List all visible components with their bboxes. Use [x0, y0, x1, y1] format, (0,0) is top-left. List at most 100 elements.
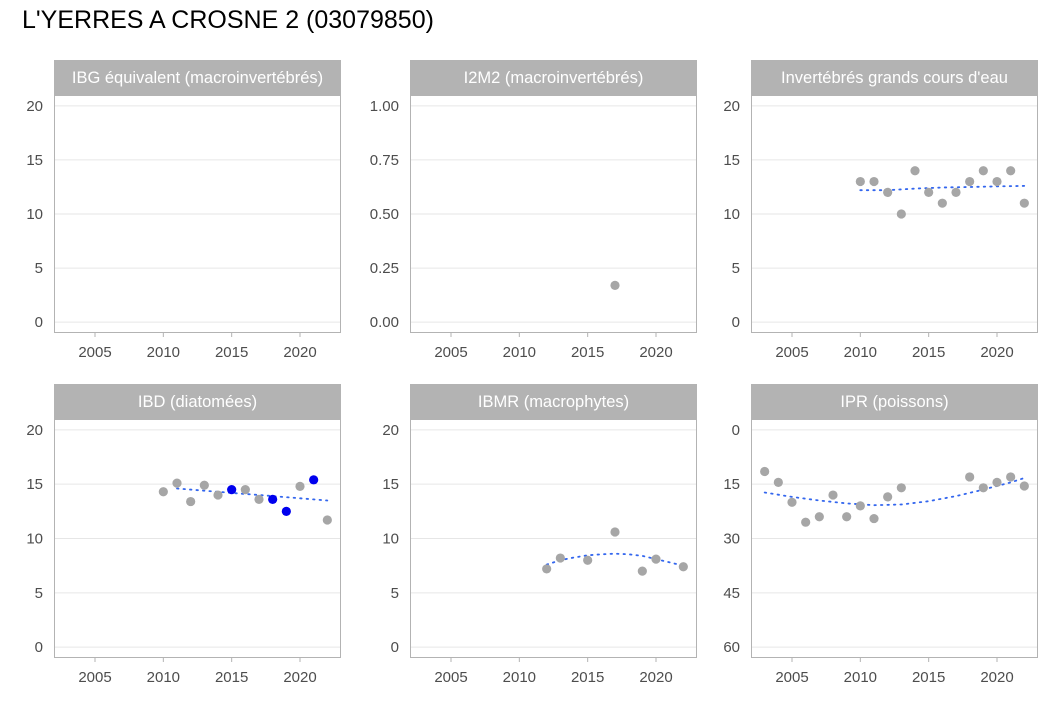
y-tick-label: 10	[723, 206, 740, 223]
y-tick-label: 5	[391, 585, 399, 602]
x-tick-label: 2010	[503, 669, 536, 686]
data-point	[992, 176, 1002, 187]
y-tick-label: 5	[35, 260, 43, 277]
trend-line	[176, 487, 329, 502]
y-tick-label: 45	[723, 585, 740, 602]
data-point	[760, 466, 770, 477]
data-point	[542, 564, 552, 574]
data-point	[896, 209, 906, 219]
panel-border	[54, 419, 341, 658]
x-tick-label: 2015	[912, 669, 945, 686]
data-point	[158, 487, 168, 497]
x-tick-label: 2020	[639, 344, 672, 361]
data-point-highlighted	[268, 494, 278, 504]
y-tick-label: 15	[26, 152, 43, 169]
y-tick-label: 0	[391, 639, 399, 656]
x-tick-label: 2005	[78, 669, 111, 686]
y-tick-label: 30	[723, 531, 740, 548]
data-point	[842, 512, 852, 522]
data-point	[801, 517, 811, 527]
data-point	[978, 166, 988, 176]
x-tick-label: 2020	[639, 669, 672, 686]
y-tick-label: 15	[382, 476, 399, 493]
facet-panel-6: IPR (poissons) 0 15 30 45 60 2005 2010 2015 2020	[723, 384, 1038, 686]
panel-border	[751, 95, 1038, 333]
data-point	[855, 176, 865, 187]
data-point	[814, 512, 824, 522]
data-point	[199, 480, 209, 490]
data-point	[1006, 472, 1016, 482]
x-tick-label: 2010	[844, 669, 877, 686]
x-tick-label: 2015	[571, 344, 604, 361]
y-tick-label: 0	[732, 314, 740, 331]
x-tick-label: 2020	[283, 669, 316, 686]
x-tick-label: 2015	[571, 669, 604, 686]
facet-strip-title: IBD (diatomées)	[138, 393, 257, 411]
data-point	[213, 490, 223, 500]
y-tick-label: 0.75	[370, 152, 399, 169]
facet-strip	[410, 384, 697, 419]
facet-panel-1: IBG équivalent (macroinvertébrés) 0 5 10 15 2…	[26, 60, 341, 361]
data-point	[254, 494, 264, 504]
x-tick-label: 2010	[147, 669, 180, 686]
facet-strip	[54, 60, 341, 95]
y-tick-label: 10	[26, 531, 43, 548]
facet-strip-title: Invertébrés grands cours d'eau	[781, 69, 1008, 87]
y-tick-label: 15	[26, 476, 43, 493]
data-point	[555, 553, 565, 563]
data-point	[1019, 198, 1029, 208]
data-point	[978, 483, 988, 493]
data-point	[610, 280, 620, 290]
y-tick-label: 0.25	[370, 260, 399, 277]
data-point	[773, 477, 783, 487]
data-point	[1019, 481, 1029, 491]
data-point-highlighted	[309, 475, 319, 485]
y-tick-label: 10	[382, 531, 399, 548]
data-point	[937, 198, 947, 208]
y-tick-label: 15	[723, 476, 740, 493]
data-point	[883, 187, 893, 197]
trend-line	[763, 477, 1026, 507]
data-point	[924, 187, 934, 197]
x-tick-label: 2010	[147, 344, 180, 361]
y-tick-label: 1.00	[370, 98, 399, 115]
facet-panel-2: I2M2 (macroinvertébrés) 0.00 0.25 0.50 0.75 1…	[370, 60, 697, 361]
y-tick-label: 10	[26, 206, 43, 223]
facet-strip	[54, 384, 341, 419]
y-tick-label: 0	[35, 314, 43, 331]
data-point	[172, 478, 182, 488]
data-point	[965, 176, 975, 187]
facet-strip-title: I2M2 (macroinvertébrés)	[464, 69, 644, 87]
x-tick-label: 2020	[980, 669, 1013, 686]
data-point	[295, 481, 305, 491]
x-tick-label: 2005	[434, 344, 467, 361]
x-tick-label: 2015	[912, 344, 945, 361]
y-tick-label: 20	[382, 422, 399, 439]
x-tick-label: 2010	[844, 344, 877, 361]
x-tick-label: 2020	[283, 344, 316, 361]
data-point	[637, 566, 647, 576]
panel-border	[751, 419, 1038, 658]
facet-panel-4: IBD (diatomées) 0 5 10 15 20 2005 2010 2015 2020	[26, 384, 341, 686]
y-tick-label: 5	[35, 585, 43, 602]
panel-border	[410, 95, 697, 333]
facet-strip	[751, 60, 1038, 95]
page-title: L'YERRES A CROSNE 2 (03079850)	[22, 6, 434, 34]
data-point	[869, 176, 879, 187]
facet-strip-title: IBG équivalent (macroinvertébrés)	[72, 69, 323, 87]
y-tick-label: 0.50	[370, 206, 399, 223]
data-point	[1006, 166, 1016, 176]
data-point	[322, 515, 332, 525]
y-tick-label: 15	[723, 152, 740, 169]
data-point	[828, 490, 838, 500]
y-tick-label: 0	[732, 422, 740, 439]
data-point	[951, 187, 961, 197]
data-point	[240, 485, 250, 495]
x-tick-label: 2005	[78, 344, 111, 361]
data-point	[896, 483, 906, 493]
x-tick-label: 2020	[980, 344, 1013, 361]
data-point	[787, 497, 797, 507]
y-tick-label: 20	[723, 98, 740, 115]
data-point	[869, 513, 879, 524]
data-point	[965, 472, 975, 482]
